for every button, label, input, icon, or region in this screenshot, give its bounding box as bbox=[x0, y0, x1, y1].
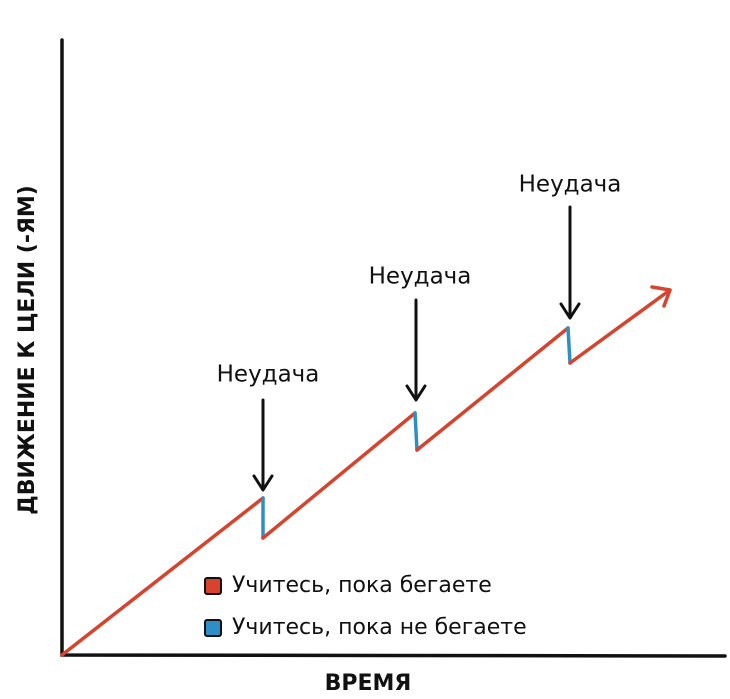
legend-swatch bbox=[204, 577, 222, 595]
annotation: Неудача bbox=[369, 264, 472, 290]
stop-segment bbox=[413, 411, 419, 452]
annotation-arrow bbox=[405, 298, 427, 402]
y-axis-label: ДВИЖЕНИЕ К ЦЕЛИ (-ЯМ) bbox=[15, 185, 40, 515]
annotation-arrow bbox=[252, 398, 274, 492]
legend-swatch bbox=[204, 619, 222, 637]
run-segment bbox=[261, 411, 417, 540]
stop-segment bbox=[566, 326, 572, 365]
x-axis-label: ВРЕМЯ bbox=[325, 671, 412, 696]
legend: Учитесь, пока бегаете Учитесь, пока не б… bbox=[204, 573, 527, 640]
progress-line bbox=[60, 285, 672, 657]
run-segment bbox=[415, 326, 570, 452]
legend-label: Учитесь, пока бегаете bbox=[232, 573, 492, 598]
legend-label: Учитесь, пока не бегаете bbox=[232, 615, 527, 640]
axes bbox=[60, 38, 727, 658]
run-segment bbox=[60, 496, 265, 657]
run-arrow bbox=[568, 285, 672, 365]
annotation-arrow bbox=[559, 205, 581, 320]
annotation: Неудача bbox=[217, 362, 320, 388]
annotation: Неудача bbox=[519, 172, 622, 198]
